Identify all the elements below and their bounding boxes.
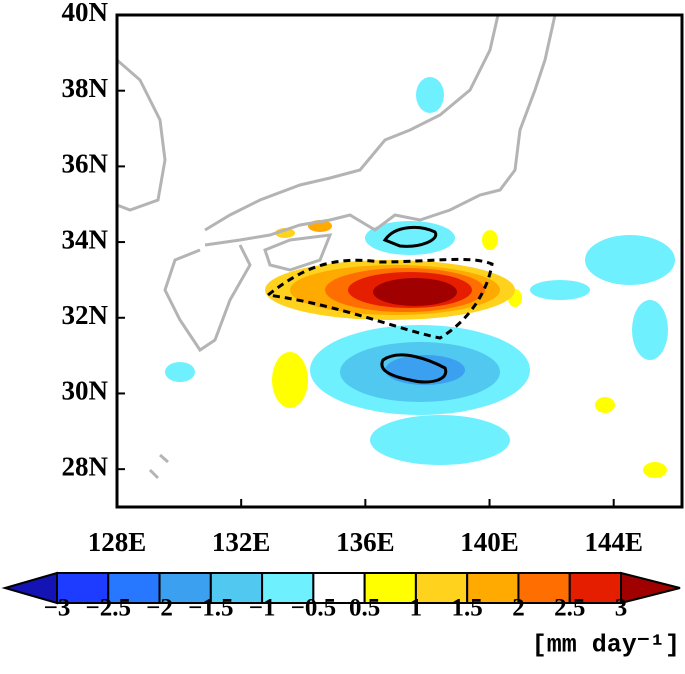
map-field [165, 77, 675, 478]
colorbar-label: −0.5 [291, 595, 337, 622]
colorbar-label: 1.5 [452, 595, 483, 622]
colorbar-box [312, 572, 366, 604]
colorbar-box [107, 572, 161, 604]
x-tick-label: 136E [336, 527, 395, 557]
colorbar-label: −3 [44, 595, 71, 622]
colorbar-box [209, 572, 264, 604]
colorbar-box [414, 572, 469, 604]
y-tick-label: 30N [62, 376, 109, 406]
coastline [116, 14, 557, 480]
colorbar-label: −2 [146, 595, 173, 622]
colorbar-box [363, 572, 417, 604]
colorbar-label: −1.5 [188, 595, 234, 622]
colorbar-label: 1 [410, 595, 423, 622]
colorbar-unit: [mm day⁻¹] [532, 631, 680, 660]
colorbar-label: 0.5 [349, 595, 380, 622]
y-tick-label: 38N [62, 73, 109, 103]
x-tick-label: 144E [584, 527, 643, 557]
colorbar-box [158, 572, 212, 604]
colorbar-label: −2.5 [86, 595, 132, 622]
y-tick-label: 40N [62, 0, 109, 27]
x-tick-label: 128E [88, 527, 147, 557]
colorbar-label: 2 [512, 595, 525, 622]
colorbar-label: −1 [249, 595, 276, 622]
y-tick-label: 34N [62, 224, 109, 254]
colorbar-extension [620, 571, 681, 605]
colorbar-label: 3 [615, 595, 628, 622]
x-tick-label: 132E [212, 527, 271, 557]
colorbar-label: 2.5 [554, 595, 585, 622]
y-tick-label: 28N [62, 451, 109, 481]
y-tick-label: 36N [62, 149, 109, 179]
y-tick-label: 32N [62, 300, 109, 330]
colorbar-box [261, 572, 315, 604]
x-tick-label: 140E [460, 527, 519, 557]
map-frame [115, 13, 684, 509]
